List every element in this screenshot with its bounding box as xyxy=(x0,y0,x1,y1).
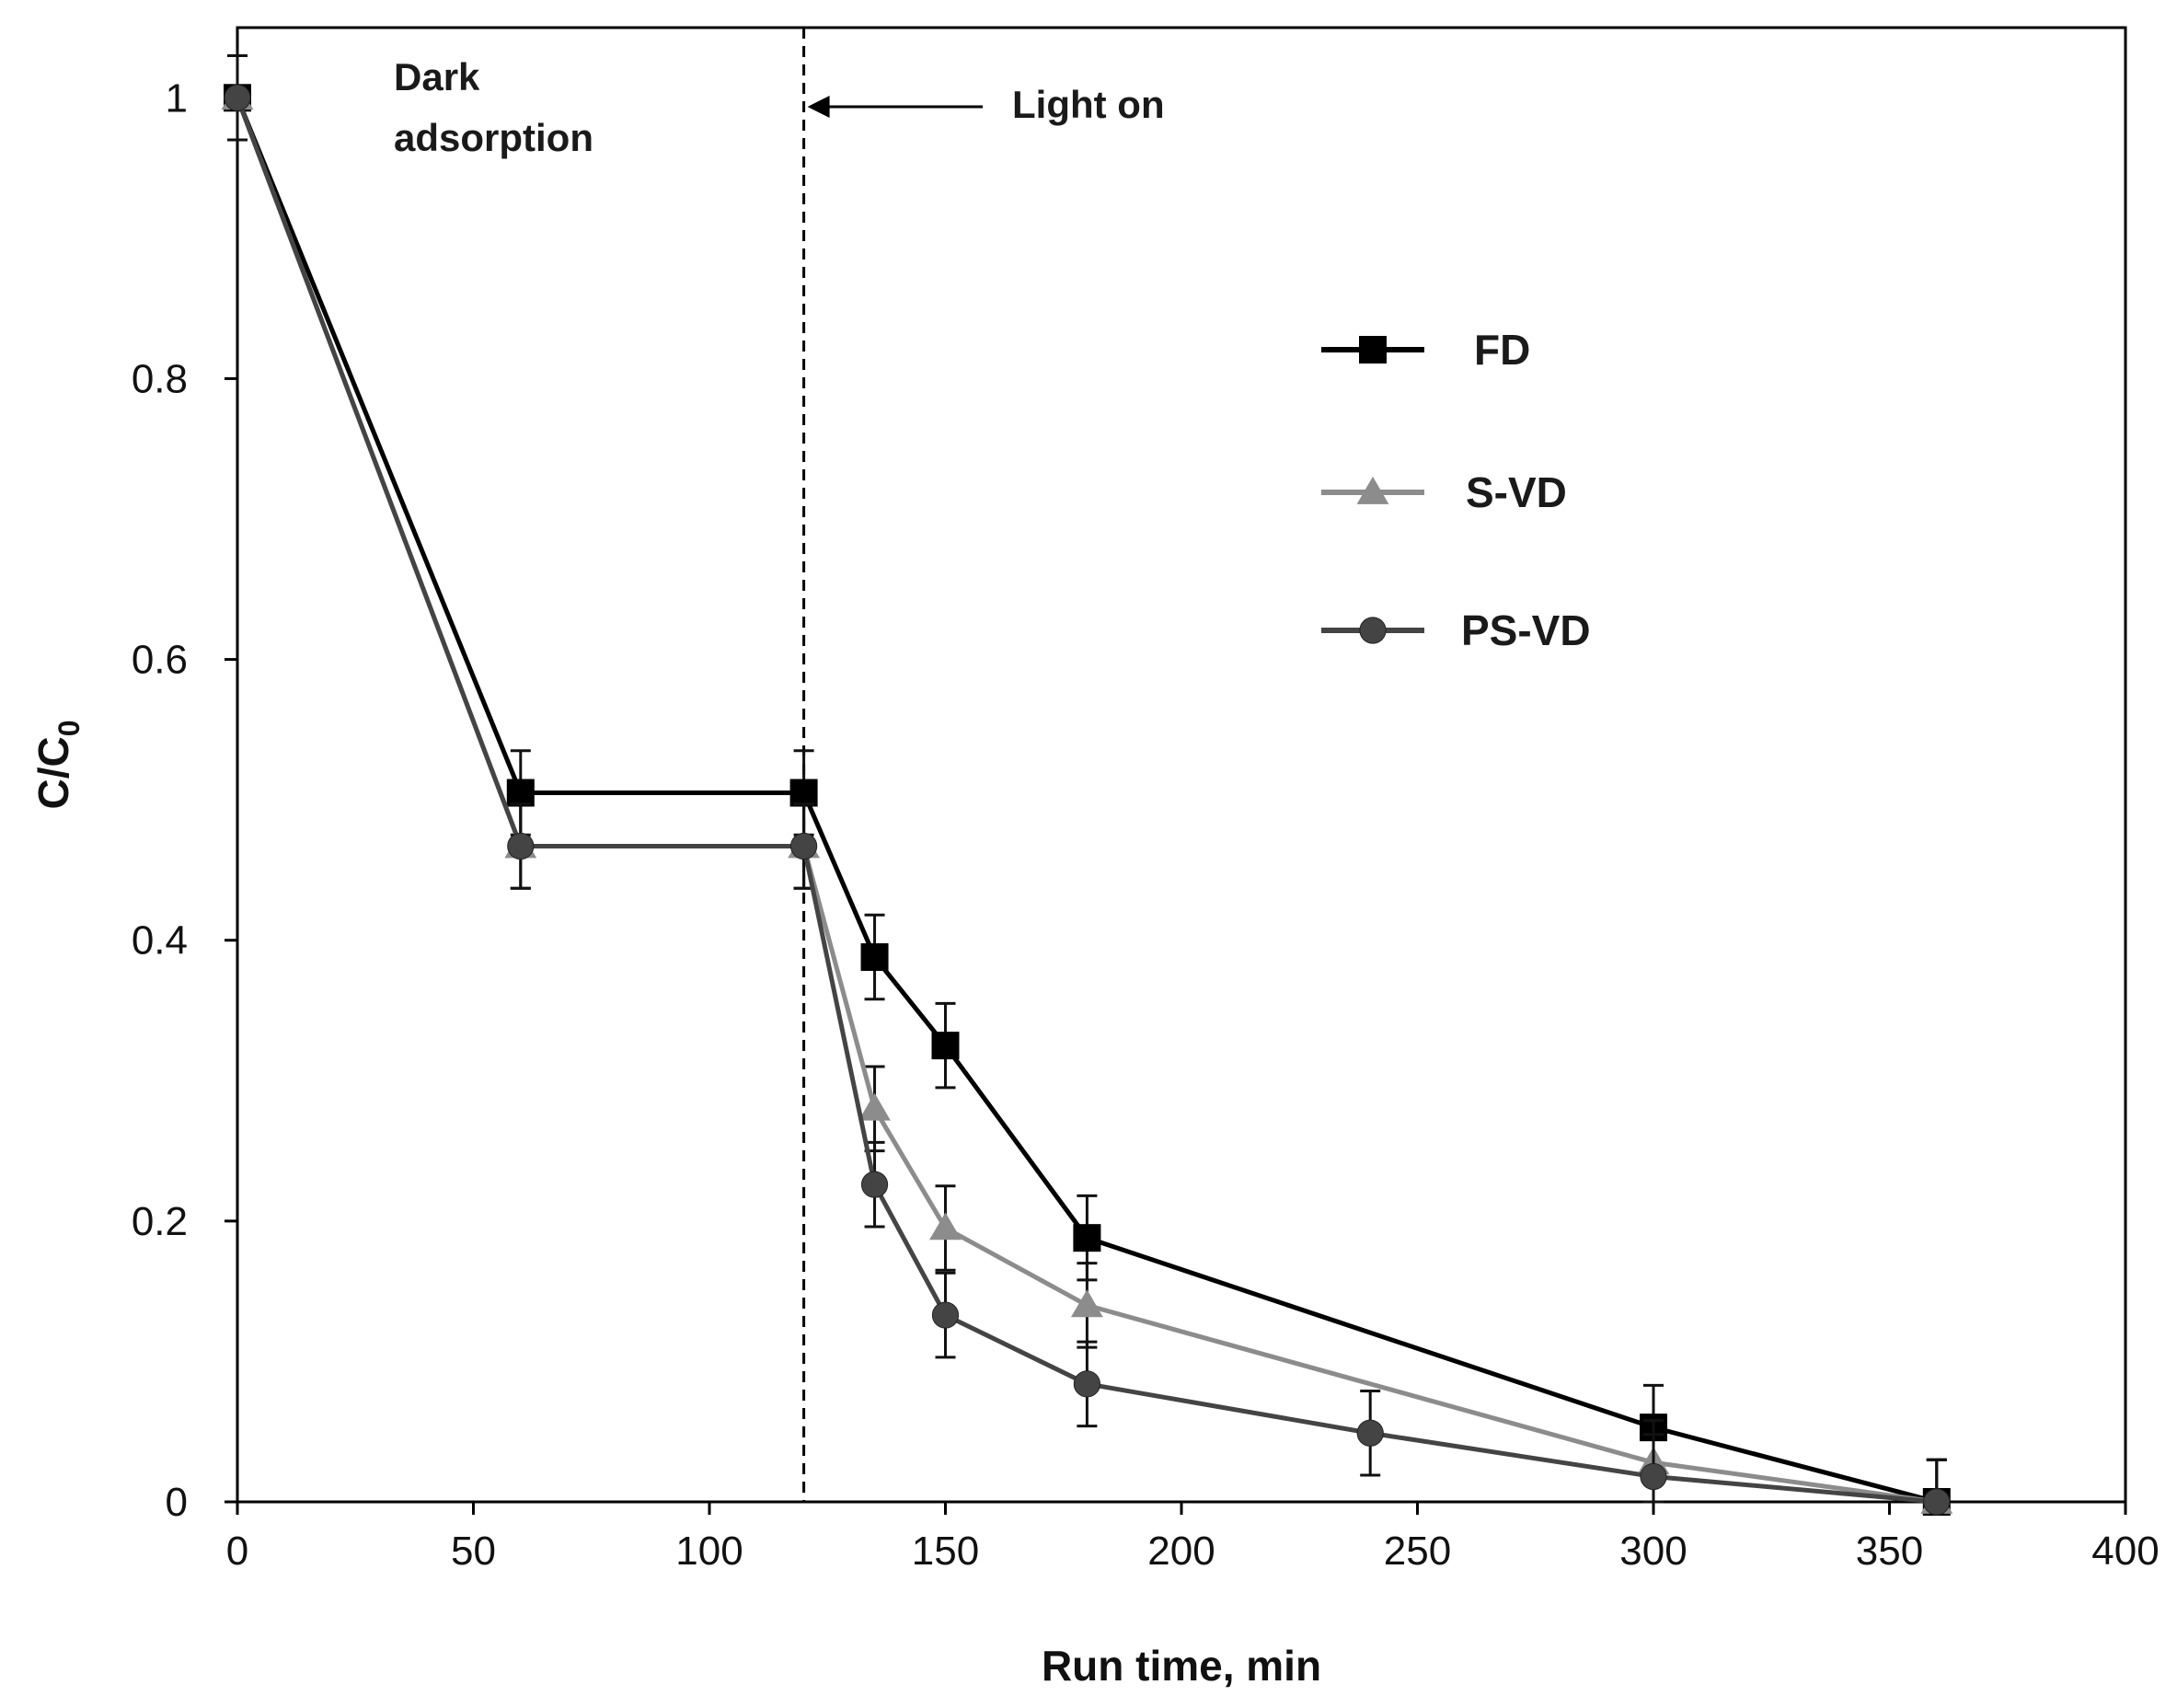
legend: FD S-VD PS-VD xyxy=(1321,326,1591,654)
data-point xyxy=(790,832,818,860)
x-tick-label: 200 xyxy=(1147,1529,1215,1574)
plot-area xyxy=(236,26,2127,1504)
series-ps-vd xyxy=(224,54,1951,1516)
data-point xyxy=(858,1092,891,1121)
y-axis-title: C/C0 xyxy=(29,720,86,809)
y-tick-label: 1 xyxy=(166,75,188,121)
legend-swatch-marker xyxy=(1359,336,1387,364)
series-layer xyxy=(221,54,1953,1516)
x-tick-label: 50 xyxy=(451,1529,496,1574)
legend-swatch-marker xyxy=(1359,617,1387,644)
annotations: Dark adsorption Light on xyxy=(394,55,1165,159)
x-axis-title: Run time, min xyxy=(1042,1642,1321,1690)
legend-item-ps-vd: PS-VD xyxy=(1321,606,1591,654)
annotation-light-on: Light on xyxy=(1012,83,1165,126)
light-on-arrow-head xyxy=(807,96,830,118)
y-axis-title-subscript: 0 xyxy=(52,720,86,736)
y-tick-label: 0.4 xyxy=(132,918,188,964)
data-point xyxy=(224,84,251,111)
data-point xyxy=(1073,1370,1101,1398)
legend-label: S-VD xyxy=(1466,468,1567,516)
x-tick-label: 350 xyxy=(1856,1529,1923,1574)
data-point xyxy=(860,943,889,972)
y-tick-label: 0.8 xyxy=(132,356,188,401)
data-point xyxy=(860,1171,889,1198)
x-tick-label: 0 xyxy=(226,1529,248,1574)
data-point xyxy=(506,779,535,807)
series-line xyxy=(235,97,1938,1505)
y-tick-label: 0.2 xyxy=(132,1199,188,1244)
data-point xyxy=(1071,1289,1103,1318)
data-point xyxy=(931,1301,960,1329)
x-tick-label: 250 xyxy=(1384,1529,1451,1574)
x-tick-label: 300 xyxy=(1619,1529,1687,1574)
legend-label: FD xyxy=(1474,326,1530,374)
data-point xyxy=(1073,1224,1101,1252)
legend-item-s-vd: S-VD xyxy=(1321,468,1567,516)
data-point xyxy=(1356,1419,1384,1447)
data-point xyxy=(931,1032,960,1060)
axis-ticks: 0 50 100 150 200 250 300 350 400 0 0.2 0.4 0.6 0.8 1 xyxy=(132,75,2160,1574)
annotation-dark-line2: adsorption xyxy=(394,116,593,159)
y-axis-title-main: C/C xyxy=(29,736,77,809)
data-point xyxy=(1640,1462,1667,1491)
legend-swatch-marker xyxy=(1356,476,1389,504)
legend-label: PS-VD xyxy=(1461,606,1591,654)
data-point xyxy=(1923,1488,1951,1516)
annotation-dark-line1: Dark xyxy=(394,55,480,98)
x-tick-label: 100 xyxy=(675,1529,743,1574)
data-point xyxy=(929,1212,962,1241)
y-tick-label: 0 xyxy=(166,1480,188,1525)
x-tick-label: 150 xyxy=(912,1529,979,1574)
data-point xyxy=(507,832,535,860)
legend-item-fd: FD xyxy=(1321,326,1530,374)
x-tick-label: 400 xyxy=(2091,1529,2159,1574)
data-point xyxy=(789,779,818,807)
y-tick-label: 0.6 xyxy=(132,638,188,683)
